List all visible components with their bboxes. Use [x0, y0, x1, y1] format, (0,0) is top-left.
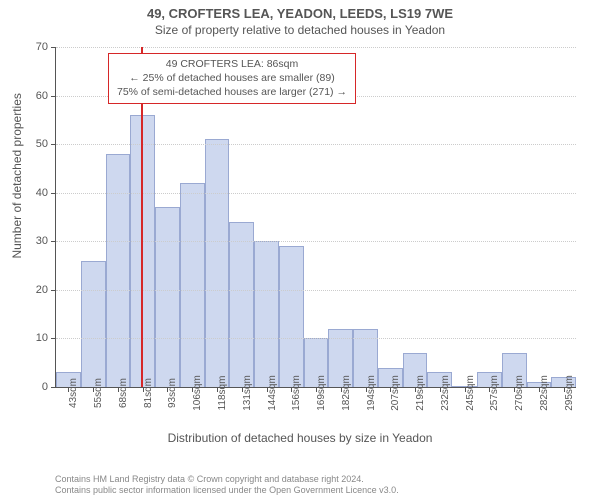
x-tick-cell: 93sqm	[155, 387, 180, 435]
x-tick-cell: 245sqm	[452, 387, 477, 435]
grid-line	[56, 47, 576, 48]
footer-attribution: Contains HM Land Registry data © Crown c…	[55, 474, 399, 497]
x-tick-label: 169sqm	[316, 375, 327, 411]
y-tick-label: 60	[36, 90, 56, 102]
x-tick-cell: 106sqm	[180, 387, 205, 435]
x-tick-label: 257sqm	[489, 375, 500, 411]
grid-line	[56, 193, 576, 194]
x-tick-label: 156sqm	[291, 375, 302, 411]
y-tick-label: 20	[36, 284, 56, 296]
grid-line	[56, 241, 576, 242]
x-tick-label: 270sqm	[514, 375, 525, 411]
x-tick-cell: 282sqm	[527, 387, 552, 435]
y-tick-label: 0	[42, 381, 56, 393]
y-tick-label: 70	[36, 41, 56, 53]
x-tick-label: 81sqm	[143, 378, 154, 408]
histogram-bar	[81, 261, 106, 387]
y-tick-label: 40	[36, 187, 56, 199]
histogram-bar	[155, 207, 180, 387]
x-tick-label: 282sqm	[539, 375, 550, 411]
x-tick-label: 245sqm	[465, 375, 476, 411]
x-tick-cell: 194sqm	[353, 387, 378, 435]
x-tick-cell: 68sqm	[106, 387, 131, 435]
x-tick-label: 131sqm	[242, 375, 253, 411]
histogram-bar	[279, 246, 304, 387]
footer-line-2: Contains public sector information licen…	[55, 485, 399, 496]
annotation-line: ← 25% of detached houses are smaller (89…	[117, 71, 347, 85]
x-tick-cell: 219sqm	[403, 387, 428, 435]
x-tick-label: 194sqm	[366, 375, 377, 411]
annotation-line: 49 CROFTERS LEA: 86sqm	[117, 57, 347, 71]
chart-title-main: 49, CROFTERS LEA, YEADON, LEEDS, LS19 7W…	[0, 0, 600, 21]
x-tick-cell: 118sqm	[205, 387, 230, 435]
y-tick-label: 30	[36, 235, 56, 247]
x-tick-label: 144sqm	[267, 375, 278, 411]
x-tick-label: 295sqm	[564, 375, 575, 411]
histogram-bar	[205, 139, 230, 387]
x-tick-label: 68sqm	[118, 378, 129, 408]
plot-area: 43sqm55sqm68sqm81sqm93sqm106sqm118sqm131…	[55, 47, 576, 388]
grid-line	[56, 290, 576, 291]
x-tick-cell: 43sqm	[56, 387, 81, 435]
x-tick-cell: 55sqm	[81, 387, 106, 435]
x-tick-cell: 81sqm	[130, 387, 155, 435]
x-tick-cell: 232sqm	[427, 387, 452, 435]
x-tick-cell: 295sqm	[551, 387, 576, 435]
y-tick-label: 10	[36, 332, 56, 344]
x-tick-label: 93sqm	[167, 378, 178, 408]
chart-title-sub: Size of property relative to detached ho…	[0, 21, 600, 37]
grid-line	[56, 144, 576, 145]
histogram-bar	[229, 222, 254, 387]
y-tick-label: 50	[36, 138, 56, 150]
x-tick-cell: 156sqm	[279, 387, 304, 435]
footer-line-1: Contains HM Land Registry data © Crown c…	[55, 474, 399, 485]
x-tick-label: 219sqm	[415, 375, 426, 411]
histogram-bar	[180, 183, 205, 387]
x-tick-cell: 169sqm	[304, 387, 329, 435]
annotation-line: 75% of semi-detached houses are larger (…	[117, 85, 347, 99]
x-tick-label: 43sqm	[68, 378, 79, 408]
x-tick-label: 55sqm	[93, 378, 104, 408]
x-tick-cell: 207sqm	[378, 387, 403, 435]
x-tick-cell: 257sqm	[477, 387, 502, 435]
y-axis-label: Number of detached properties	[10, 93, 24, 258]
x-tick-label: 207sqm	[390, 375, 401, 411]
x-tick-cell: 144sqm	[254, 387, 279, 435]
x-tick-label: 106sqm	[192, 375, 203, 411]
histogram-bar	[106, 154, 131, 387]
x-axis-label: Distribution of detached houses by size …	[0, 431, 600, 445]
x-tick-cell: 182sqm	[328, 387, 353, 435]
annotation-box: 49 CROFTERS LEA: 86sqm← 25% of detached …	[108, 53, 356, 104]
x-tick-cell: 270sqm	[502, 387, 527, 435]
x-tick-label: 232sqm	[440, 375, 451, 411]
x-tick-cell: 131sqm	[229, 387, 254, 435]
histogram-bar	[254, 241, 279, 387]
x-tick-label: 118sqm	[217, 376, 228, 411]
grid-line	[56, 338, 576, 339]
x-tick-label: 182sqm	[341, 375, 352, 411]
x-labels-group: 43sqm55sqm68sqm81sqm93sqm106sqm118sqm131…	[56, 387, 576, 435]
chart-container: Number of detached properties 43sqm55sqm…	[0, 37, 600, 447]
